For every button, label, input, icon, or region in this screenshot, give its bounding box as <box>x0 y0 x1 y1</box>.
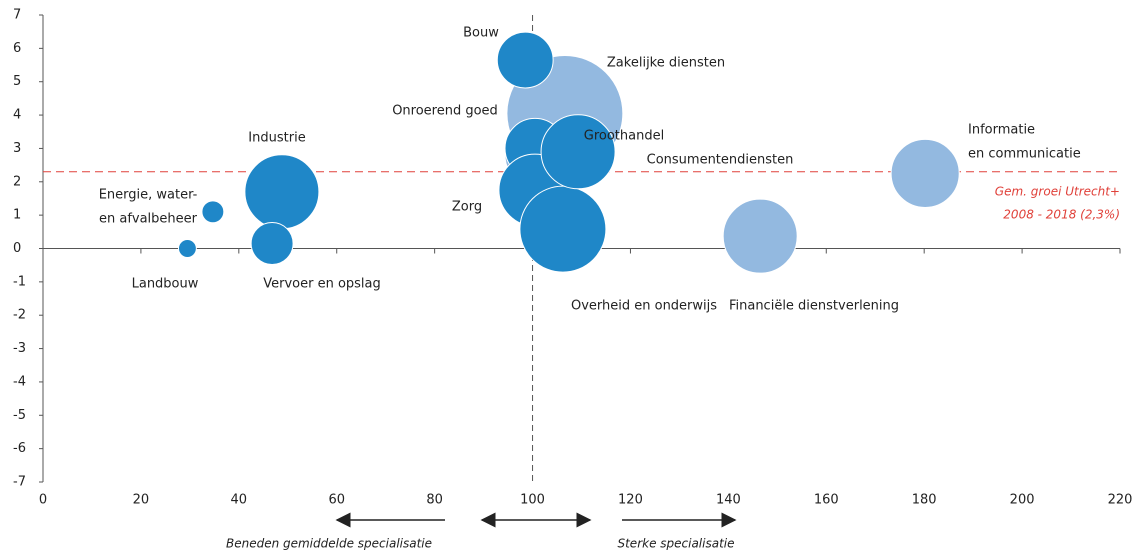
x-tick-label: 60 <box>328 493 345 508</box>
y-tick-label: 2 <box>13 174 21 189</box>
point-label: Groothandel <box>584 129 664 144</box>
bubble <box>519 185 607 273</box>
y-tick-label: 5 <box>13 74 21 89</box>
point-label: en afvalbeheer <box>99 212 198 227</box>
y-tick-label: -1 <box>13 274 26 289</box>
x-tick-label: 0 <box>39 493 47 508</box>
y-tick-label: -7 <box>13 475 26 490</box>
y-tick-label: -4 <box>13 374 26 389</box>
point-label: Industrie <box>248 131 305 146</box>
annotation: Beneden gemiddelde specialisatie <box>226 537 432 551</box>
y-tick-label: 1 <box>13 208 21 223</box>
y-tick-label: 3 <box>13 141 21 156</box>
x-tick-label: 180 <box>912 493 937 508</box>
point-label: Vervoer en opslag <box>263 277 381 292</box>
bubble <box>890 138 960 209</box>
bubble <box>496 31 554 89</box>
y-tick-label: 6 <box>13 41 21 56</box>
y-tick-label: -2 <box>13 308 26 323</box>
point-label: Consumentendiensten <box>647 153 794 168</box>
point-label: Financiële dienstverlening <box>729 299 899 314</box>
y-tick-label: -3 <box>13 341 26 356</box>
y-tick-label: -6 <box>13 441 26 456</box>
annotation: Sterke specialisatie <box>617 537 734 551</box>
reference-label: 2008 - 2018 (2,3%) <box>1003 208 1120 222</box>
bubble <box>250 222 294 265</box>
point-label: Energie, water- <box>99 188 198 203</box>
x-tick-label: 200 <box>1010 493 1035 508</box>
x-tick-label: 160 <box>814 493 839 508</box>
y-tick-label: -5 <box>13 408 26 423</box>
point-label: Zakelijke diensten <box>607 56 725 71</box>
point-label: Informatie <box>968 123 1035 138</box>
bubble <box>244 154 320 230</box>
y-tick-label: 7 <box>13 8 21 23</box>
point-label: en communicatie <box>968 147 1081 162</box>
y-tick-label: 4 <box>13 108 21 123</box>
bubble <box>540 114 616 190</box>
x-tick-label: 140 <box>716 493 741 508</box>
point-label: Landbouw <box>132 277 199 292</box>
x-tick-label: 80 <box>426 493 443 508</box>
x-tick-label: 40 <box>231 493 248 508</box>
point-label: Overheid en onderwijs <box>571 299 717 314</box>
bubble <box>177 239 197 258</box>
bubble <box>722 198 798 274</box>
point-label: Onroerend goed <box>392 104 498 119</box>
x-tick-label: 220 <box>1108 493 1133 508</box>
y-tick-label: 0 <box>13 241 21 256</box>
point-label: Bouw <box>463 26 499 41</box>
x-tick-label: 20 <box>133 493 150 508</box>
bubble <box>201 200 225 224</box>
reference-label: Gem. groei Utrecht+ <box>995 185 1120 199</box>
x-tick-label: 120 <box>618 493 643 508</box>
point-label: Zorg <box>452 200 482 215</box>
x-tick-label: 100 <box>520 493 545 508</box>
